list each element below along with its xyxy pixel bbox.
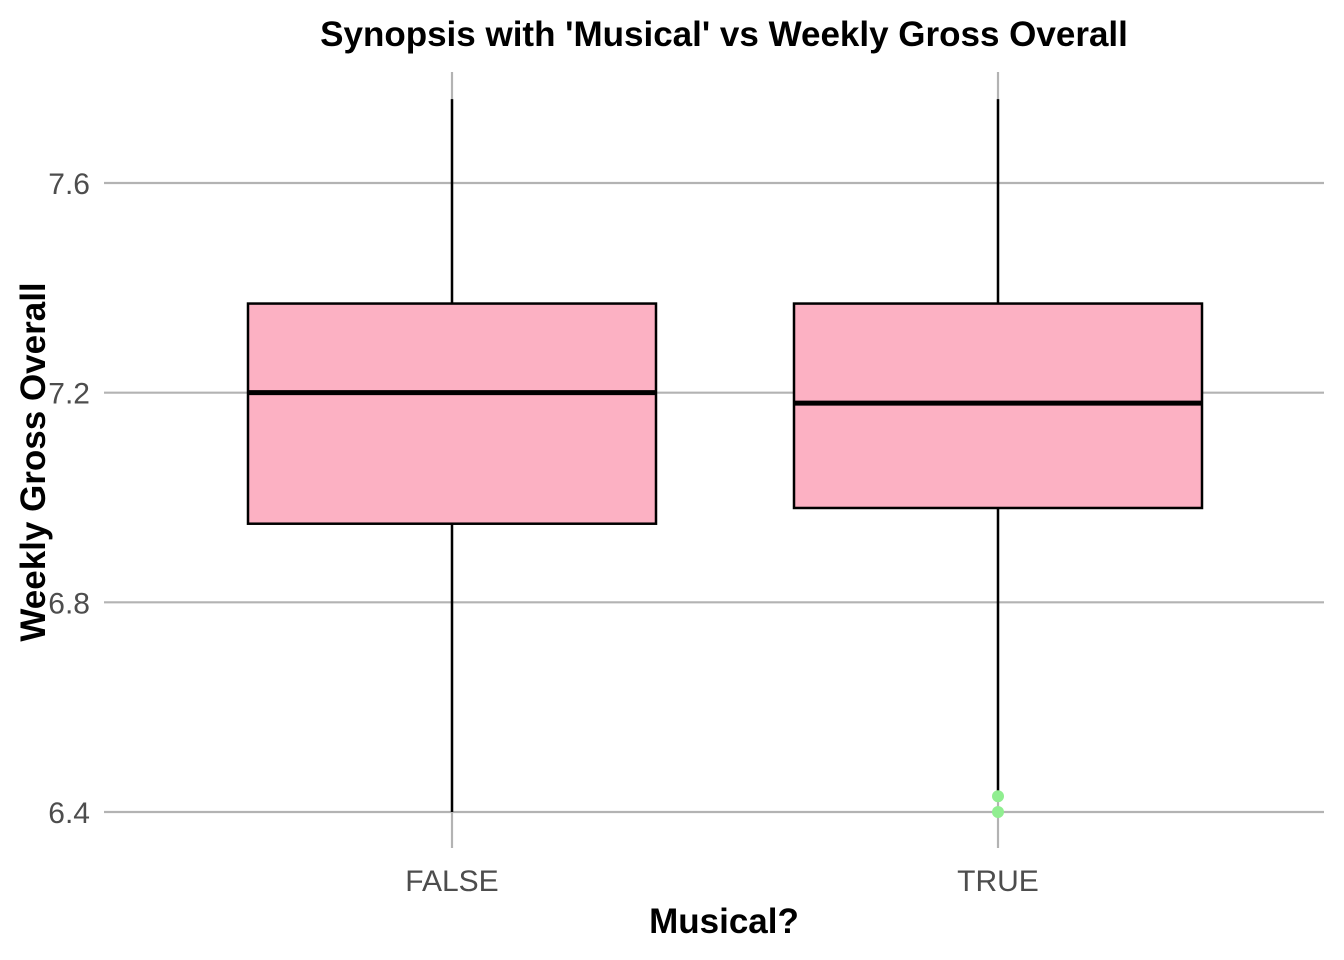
x-tick-labels: FALSE TRUE [405, 865, 1039, 898]
chart-title: Synopsis with 'Musical' vs Weekly Gross … [320, 15, 1128, 54]
box-false [246, 99, 658, 812]
boxes [246, 99, 1204, 818]
box-true [792, 99, 1204, 818]
y-tick-label: 7.2 [48, 378, 90, 411]
y-tick-labels: 6.4 6.8 7.2 7.6 [48, 168, 90, 830]
y-axis-label: Weekly Gross Overall [14, 282, 53, 641]
y-tick-label: 7.6 [48, 168, 90, 201]
x-tick-label: TRUE [957, 865, 1039, 898]
outlier-point [992, 790, 1004, 803]
y-tick-label: 6.4 [48, 797, 90, 830]
x-axis-label: Musical? [649, 902, 799, 941]
iqr-box [792, 302, 1204, 510]
outlier-point [992, 806, 1004, 818]
y-tick-label: 6.8 [48, 587, 90, 620]
iqr-box [246, 302, 658, 525]
x-tick-label: FALSE [405, 865, 498, 898]
